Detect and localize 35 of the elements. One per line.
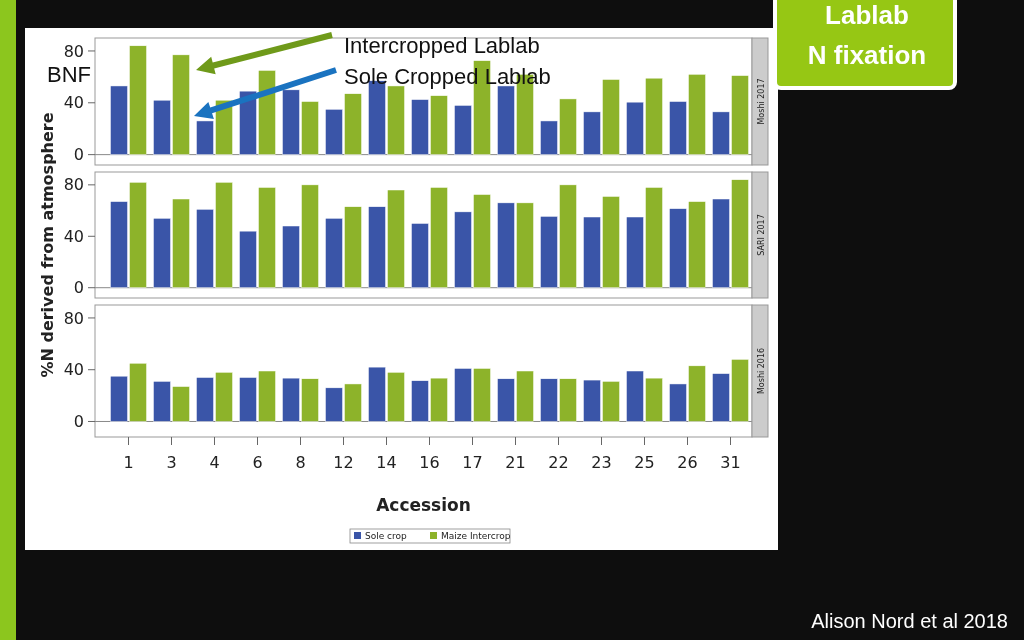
y-tick-label: 80	[63, 175, 84, 195]
y-tick-label: 0	[73, 412, 84, 432]
x-tick-label: 23	[591, 453, 612, 472]
x-tick-label: 8	[295, 453, 306, 472]
x-tick-label: 6	[252, 453, 263, 472]
y-tick-label: 40	[63, 226, 84, 246]
x-tick-label: 14	[376, 453, 397, 472]
text: BNF	[47, 62, 91, 87]
x-tick-label: 31	[720, 453, 741, 472]
x-tick-label: 25	[634, 453, 655, 472]
y-axis-title: %N derived from atmosphere	[38, 112, 57, 378]
y-tick-label: 0	[73, 145, 84, 165]
text: Lablab N fixation	[807, 0, 927, 70]
x-tick-label: 4	[209, 453, 220, 472]
text: Moshi 2017	[756, 78, 766, 125]
x-tick-label: 12	[333, 453, 354, 472]
x-tick-label: 26	[677, 453, 698, 472]
x-tick-label: 21	[505, 453, 526, 472]
y-tick-label: 80	[63, 308, 84, 328]
legend-label: Sole crop	[365, 531, 408, 542]
text: Moshi 2016	[756, 347, 766, 395]
x-tick-label: 3	[166, 453, 177, 472]
y-tick-label: 40	[63, 360, 84, 380]
x-axis-title: Accession	[376, 495, 471, 515]
x-tick-label: 22	[548, 453, 569, 472]
annotation: Intercropped Lablab	[344, 33, 540, 58]
text: SARI 2017	[756, 214, 766, 256]
x-tick-label: 17	[462, 453, 483, 472]
x-tick-label: 1	[123, 453, 134, 472]
text: Alison Nord et al 2018	[811, 610, 1008, 632]
x-tick-label: 16	[419, 453, 440, 472]
y-tick-label: 80	[63, 41, 84, 61]
y-tick-label: 0	[73, 278, 84, 298]
legend-label: Maize Intercrop	[441, 531, 511, 542]
y-tick-label: 40	[63, 93, 84, 113]
